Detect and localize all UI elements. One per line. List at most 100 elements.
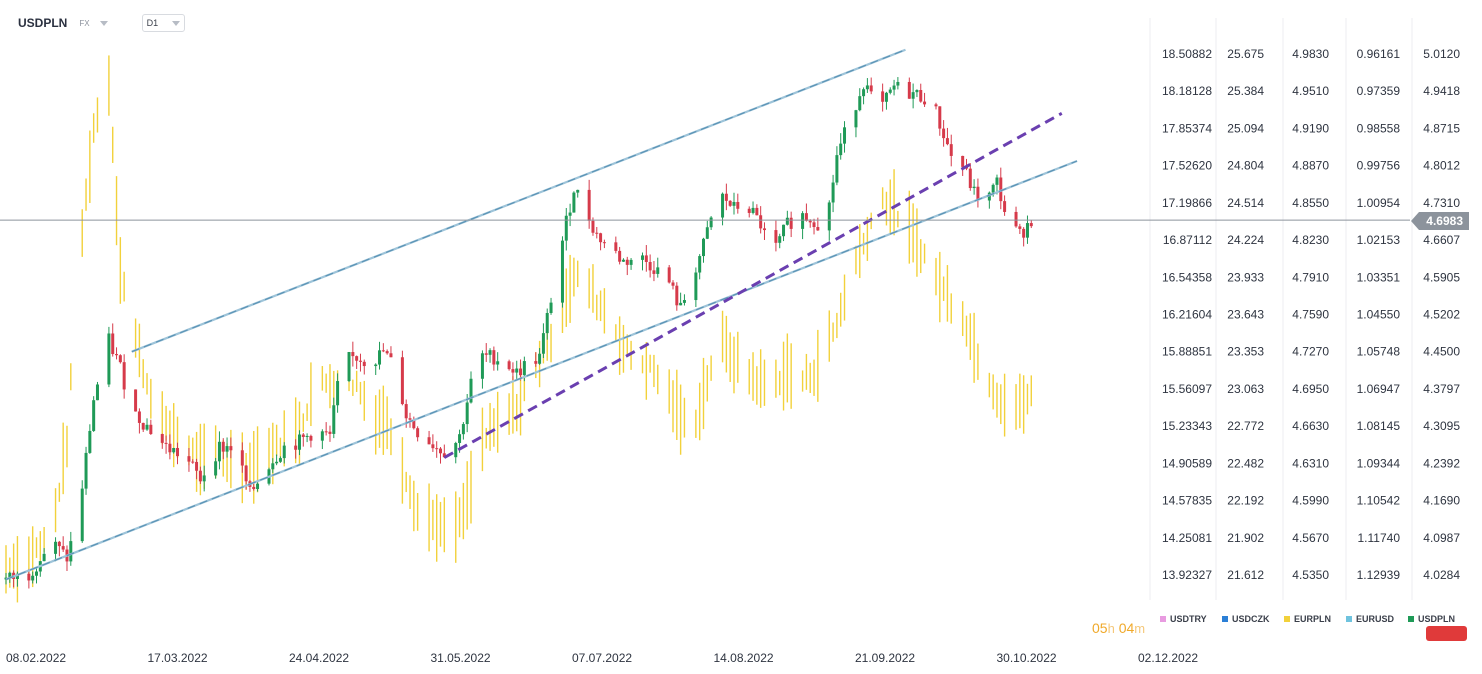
legend-label: USDTRY	[1170, 614, 1207, 624]
usdpln-candle	[461, 424, 465, 435]
price-tick-label: 4.6950	[1292, 382, 1329, 396]
legend-item-usdczk[interactable]: USDCZK	[1222, 614, 1284, 624]
price-tick-label: 4.1690	[1423, 494, 1460, 508]
usdpln-candle	[172, 448, 176, 453]
remove-series-button[interactable]	[1426, 626, 1467, 641]
usdpln-candle	[115, 354, 119, 356]
exchange-label: FX	[79, 18, 90, 28]
usdpln-candle	[701, 238, 705, 257]
usdpln-candle	[808, 220, 812, 223]
price-tick-label: 4.2392	[1423, 456, 1460, 470]
usdpln-candle	[309, 435, 313, 441]
usdpln-candle	[442, 453, 446, 458]
usdpln-candle	[111, 333, 115, 355]
timeframe-label: D1	[146, 18, 159, 28]
price-tick-label: 1.04550	[1357, 308, 1401, 322]
legend-item-eurpln[interactable]: EURPLN	[1284, 614, 1346, 624]
usdpln-candle	[911, 92, 915, 99]
current-price-tag: 4.6983	[1411, 212, 1469, 230]
price-tick-label: 4.5905	[1423, 270, 1460, 284]
usdpln-candle	[160, 433, 164, 443]
usdpln-candle	[599, 233, 603, 243]
usdpln-candle	[538, 353, 542, 364]
price-tick-label: 24.224	[1227, 233, 1264, 247]
usdpln-candle	[389, 353, 393, 358]
usdpln-candle	[198, 470, 202, 482]
usdpln-candle	[907, 81, 911, 99]
usdpln-candle	[652, 270, 656, 274]
usdpln-candle	[137, 411, 141, 423]
price-tick-label: 24.514	[1227, 196, 1264, 210]
usdpln-candle	[511, 369, 515, 373]
usdpln-candle	[149, 424, 153, 434]
price-tick-label: 15.88851	[1162, 345, 1212, 359]
usdpln-candle	[362, 361, 366, 367]
usdpln-candle	[942, 128, 946, 139]
price-tick-label: 1.00954	[1357, 196, 1401, 210]
usdpln-candle	[560, 240, 564, 303]
usdpln-candle	[278, 458, 282, 462]
usdpln-candle	[469, 378, 473, 403]
usdpln-candle	[31, 575, 35, 581]
price-tick-label: 4.5202	[1423, 308, 1460, 322]
price-scale-usdtry: 18.50882 18.18128 17.85374 17.52620 17.19866…	[1162, 47, 1212, 582]
price-tick-label: 1.12939	[1357, 568, 1401, 582]
usdpln-candle	[95, 384, 99, 401]
usdpln-candle	[57, 541, 61, 547]
price-scales: 18.50882 18.18128 17.85374 17.52620 17.19866…	[1149, 18, 1460, 600]
usdpln-candle	[881, 91, 885, 102]
timeframe-select[interactable]: D1	[141, 14, 186, 32]
price-tick-label: 4.6630	[1292, 419, 1329, 433]
usdpln-candle	[195, 461, 199, 471]
legend-swatch	[1408, 616, 1414, 622]
usdpln-candle	[667, 267, 671, 283]
price-tick-label: 4.7910	[1292, 270, 1329, 284]
usdpln-candle	[202, 475, 206, 482]
usdpln-candle	[221, 441, 225, 452]
legend-item-usdtry[interactable]: USDTRY	[1160, 614, 1222, 624]
usdpln-candle	[656, 267, 660, 274]
price-tick-label: 1.09344	[1357, 456, 1401, 470]
usdpln-candle	[614, 242, 618, 251]
usdpln-candle	[835, 155, 839, 183]
countdown-hours: 05	[1092, 620, 1108, 636]
usdpln-candle	[15, 573, 19, 579]
chevron-down-icon	[172, 20, 181, 26]
price-tick-label: 4.9830	[1292, 47, 1329, 61]
chevron-down-icon[interactable]	[99, 20, 108, 26]
usdpln-candle	[134, 389, 138, 412]
usdpln-candle	[682, 300, 686, 303]
price-tick-label: 4.6310	[1292, 456, 1329, 470]
usdpln-candle	[591, 220, 595, 233]
price-tick-label: 22.192	[1227, 494, 1264, 508]
symbol-label[interactable]: USDPLN	[18, 16, 68, 30]
x-tick-label: 02.12.2022	[1138, 651, 1198, 665]
legend-item-eurusd[interactable]: EURUSD	[1346, 614, 1408, 624]
eurpln-series	[5, 55, 1032, 603]
price-tick-label: 23.933	[1227, 270, 1264, 284]
usdpln-candle	[374, 364, 378, 367]
usdpln-candle	[176, 448, 180, 457]
usdpln-candle	[522, 361, 526, 376]
usdpln-candle	[675, 285, 679, 306]
usdpln-candle	[782, 224, 786, 237]
usdpln-candle	[705, 227, 709, 239]
price-tick-label: 17.52620	[1162, 159, 1212, 173]
usdpln-candle	[564, 215, 568, 241]
usdpln-candle	[568, 212, 572, 216]
usdpln-candle	[217, 441, 221, 462]
price-tick-label: 4.7270	[1292, 345, 1329, 359]
channel-line-dash	[131, 49, 906, 353]
usdpln-candle	[629, 259, 633, 265]
legend-label: USDCZK	[1232, 614, 1270, 624]
usdpln-candle	[381, 350, 385, 352]
usdpln-candle	[991, 184, 995, 193]
legend-item-usdpln[interactable]: USDPLN	[1408, 614, 1470, 624]
usdpln-candle	[191, 461, 195, 463]
usdpln-candle	[439, 448, 443, 454]
usdpln-candle	[774, 230, 778, 243]
usdpln-candle	[275, 461, 279, 464]
price-tick-label: 14.90589	[1162, 456, 1212, 470]
price-tick-label: 4.8870	[1292, 159, 1329, 173]
